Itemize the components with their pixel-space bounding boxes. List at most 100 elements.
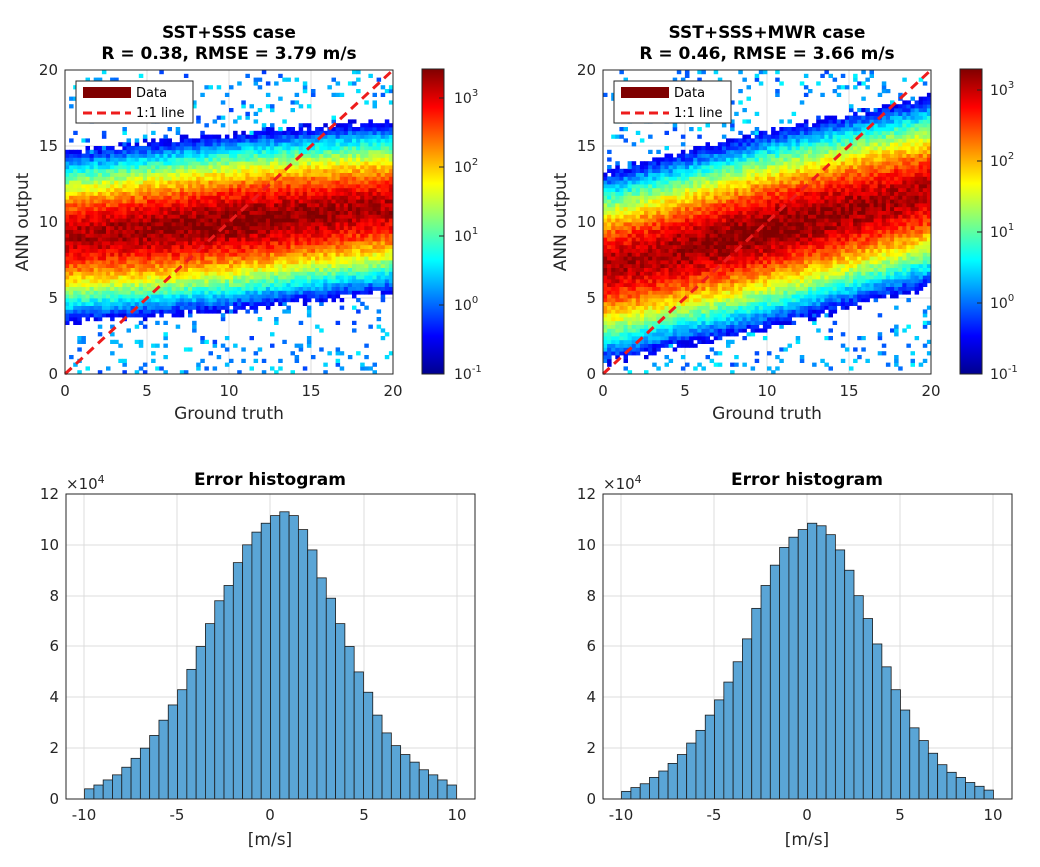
heatmap-cell (607, 294, 612, 299)
heatmap-cell (118, 191, 123, 196)
heatmap-cell (631, 290, 637, 295)
heatmap-cell (122, 165, 127, 170)
heatmap-cell (286, 260, 291, 265)
heatmap-cell (220, 301, 226, 306)
heatmap-cell (122, 294, 127, 299)
heatmap-cell (118, 237, 123, 242)
heatmap-cell (648, 237, 653, 242)
heatmap-cell (635, 260, 641, 265)
heatmap-cell (151, 157, 156, 162)
heatmap-cell (179, 146, 185, 151)
heatmap-cell (335, 294, 341, 299)
heatmap-cell (278, 168, 283, 173)
heatmap-cell (208, 225, 213, 230)
heatmap-cell (311, 203, 316, 208)
heatmap-cell (306, 172, 312, 177)
heatmap-cell (327, 294, 332, 299)
heatmap-cell (270, 332, 275, 337)
heatmap-cell (627, 191, 633, 196)
heatmap-cell (179, 267, 185, 272)
heatmap-cell (69, 229, 74, 234)
heatmap-cell (249, 294, 254, 299)
heatmap-cell (603, 237, 608, 242)
heatmap-cell (315, 172, 320, 177)
heatmap-cell (388, 210, 394, 215)
heatmap-cell (672, 320, 678, 325)
heatmap-cell (315, 180, 320, 185)
heatmap-cell (212, 260, 218, 265)
heatmap-cell (270, 294, 275, 299)
heatmap-cell (343, 210, 349, 215)
heatmap-cell (672, 309, 678, 314)
heatmap-cell (175, 298, 181, 303)
heatmap-cell (372, 153, 377, 158)
heatmap-cell (364, 225, 369, 230)
heatmap-cell (167, 206, 172, 211)
heatmap-cell (65, 187, 70, 192)
legend-swatch-data (83, 87, 131, 98)
heatmap-cell (171, 149, 177, 154)
heatmap-cell (155, 298, 160, 303)
heatmap-cell (380, 157, 386, 162)
heatmap-cell (290, 134, 295, 139)
heatmap-cell (356, 138, 361, 143)
heatmap-cell (347, 244, 353, 249)
heatmap-cell (110, 199, 115, 204)
heatmap-cell (290, 184, 295, 189)
heatmap-cell (664, 263, 669, 268)
heatmap-cell (611, 294, 616, 299)
heatmap-cell (384, 263, 390, 268)
heatmap-cell (106, 172, 111, 177)
heatmap-cell (179, 203, 185, 208)
heatmap-cell (200, 130, 205, 135)
heatmap-cell (311, 263, 316, 268)
heatmap-cell (163, 146, 168, 151)
heatmap-cell (245, 241, 250, 246)
heatmap-cell (311, 256, 316, 261)
heatmap-cell (298, 286, 304, 291)
heatmap-cell (245, 134, 250, 139)
y-tick-label: 15 (39, 137, 58, 155)
heatmap-cell (323, 149, 328, 154)
heatmap-cell (347, 119, 353, 124)
heatmap-cell (631, 191, 637, 196)
heatmap-cell (200, 195, 205, 200)
heatmap-cell (126, 172, 131, 177)
heatmap-cell (114, 199, 119, 204)
heatmap-cell (130, 279, 136, 284)
heatmap-cell (233, 309, 238, 314)
legend-label-line: 1:1 line (136, 106, 185, 121)
heatmap-cell (204, 282, 209, 287)
heatmap-cell (311, 210, 316, 215)
heatmap-cell (347, 157, 353, 162)
heatmap-cell (380, 123, 386, 128)
heatmap-cell (290, 237, 295, 242)
heatmap-cell (388, 244, 394, 249)
heatmap-cell (607, 313, 612, 318)
heatmap-cell (306, 187, 312, 192)
heatmap-cell (294, 214, 300, 219)
heatmap-cell (360, 362, 365, 367)
heatmap-cell (335, 165, 341, 170)
heatmap-cell (110, 309, 115, 314)
heatmap-cell (627, 271, 633, 276)
heatmap-cell (290, 267, 295, 272)
heatmap-cell (101, 176, 107, 181)
heatmap-cell (147, 165, 152, 170)
heatmap-cell (204, 294, 209, 299)
heatmap-cell (672, 233, 678, 238)
heatmap-cell (656, 256, 661, 261)
heatmap-cell (216, 85, 222, 90)
heatmap-cell (196, 176, 201, 181)
heatmap-cell (224, 301, 230, 306)
heatmap-cell (188, 252, 193, 257)
heatmap-cell (147, 157, 152, 162)
heatmap-cell (384, 203, 390, 208)
heatmap-cell (327, 184, 332, 189)
heatmap-cell (208, 271, 213, 276)
heatmap-cell (97, 214, 103, 219)
heatmap-cell (97, 77, 103, 82)
heatmap-cell (142, 138, 148, 143)
heatmap-cell (631, 241, 637, 246)
heatmap-cell (220, 206, 226, 211)
